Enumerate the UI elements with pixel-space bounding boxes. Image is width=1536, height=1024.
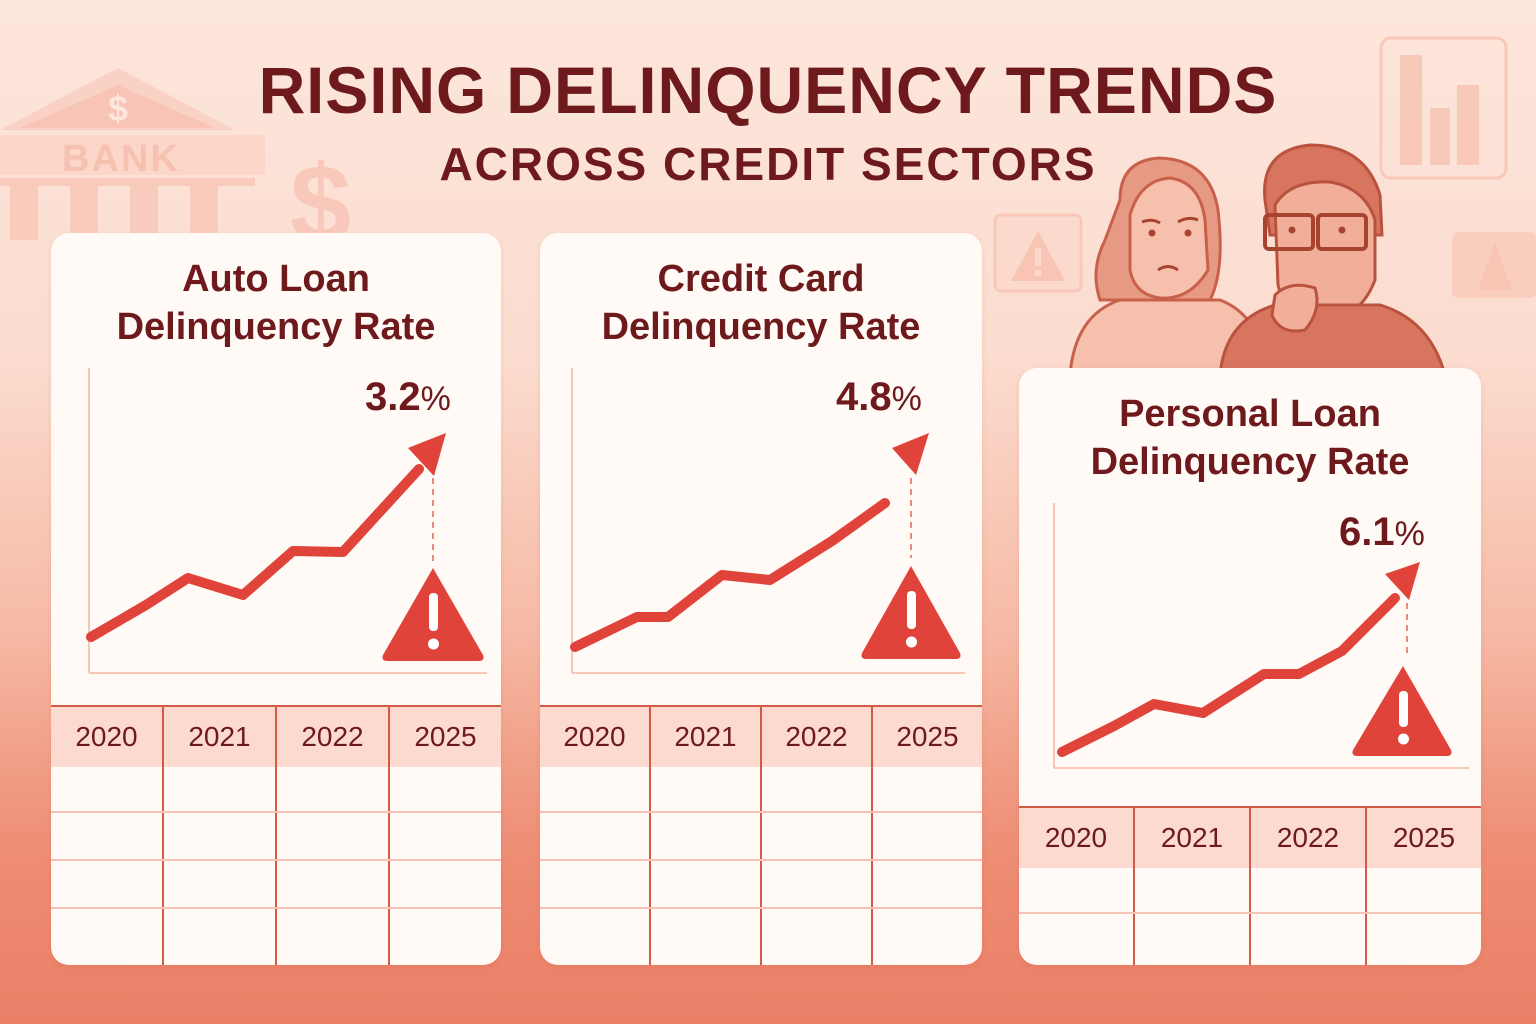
- table-row: [51, 811, 501, 859]
- arrow-head-icon: [892, 433, 929, 475]
- rate-value: 6.1%: [1339, 510, 1425, 555]
- rate-value: 3.2%: [365, 375, 451, 420]
- bank-label: BANK: [62, 138, 180, 180]
- year-header: 2021: [1135, 808, 1251, 868]
- warning-icon: [382, 568, 484, 661]
- card-title-line2: Delinquency Rate: [601, 306, 921, 348]
- card-title-line2: Delinquency Rate: [116, 306, 436, 348]
- table-header: 2020 2021 2022 2025: [540, 707, 982, 767]
- table-row: [540, 859, 982, 907]
- table-row: [51, 767, 501, 811]
- year-header: 2020: [51, 707, 164, 767]
- table-row: [1019, 868, 1481, 912]
- auto-loan-card: Auto Loan Delinquency Rate 3.2% 2020 202…: [51, 233, 501, 965]
- year-header: 2025: [414, 721, 477, 752]
- personal-loan-card: Personal Loan Delinquency Rate 6.1% 2020…: [1019, 368, 1481, 965]
- card-title-line1: Credit Card: [657, 258, 865, 300]
- rate-unit: %: [420, 380, 451, 418]
- credit-card-card: Credit Card Delinquency Rate 4.8% 2020 2…: [540, 233, 982, 965]
- trend-line: [570, 498, 890, 652]
- year-table: 2020 2021 2022 2025: [1019, 806, 1481, 965]
- year-header: 2022: [1251, 808, 1367, 868]
- year-header: 2021: [651, 707, 762, 767]
- bank-dollar-symbol: $: [108, 88, 129, 129]
- table-row: [540, 907, 982, 965]
- table-row: [540, 811, 982, 859]
- line-chart: [1053, 503, 1469, 769]
- card-title: Credit Card Delinquency Rate: [540, 255, 982, 351]
- table-header: 2020 2021 2022 2025: [51, 707, 501, 767]
- warning-sign-bg-icon: [993, 213, 1083, 293]
- line-chart: [570, 368, 965, 674]
- warning-icon: [861, 566, 961, 659]
- year-header: 2021: [164, 707, 277, 767]
- worried-people-illustration: [1068, 143, 1447, 375]
- rate-unit: %: [1394, 515, 1425, 553]
- bank-building-icon: [0, 68, 265, 240]
- table-row: [540, 767, 982, 811]
- table-row: [1019, 912, 1481, 965]
- year-table: 2020 2021 2022 2025: [51, 705, 501, 965]
- year-header: 2022: [762, 707, 873, 767]
- year-header: 2025: [1392, 822, 1456, 853]
- line-chart: [86, 368, 487, 674]
- warning-sign-bg-icon-right: [1452, 232, 1536, 298]
- arrow-head-icon: [408, 433, 446, 476]
- year-header: 2025: [896, 721, 959, 752]
- card-title: Personal Loan Delinquency Rate: [1019, 390, 1481, 486]
- trend-line: [86, 464, 424, 642]
- card-title: Auto Loan Delinquency Rate: [51, 255, 501, 351]
- trend-line: [1057, 593, 1400, 757]
- year-header: 2020: [540, 707, 651, 767]
- card-title-line1: Personal Loan: [1119, 393, 1381, 435]
- year-header: 2020: [1019, 808, 1135, 868]
- arrow-head-icon: [1385, 562, 1420, 600]
- bar-chart-icon: [1379, 36, 1508, 180]
- rate-number: 3.2: [365, 375, 421, 419]
- page-title: RISING DELINQUENCY TRENDS: [258, 53, 1278, 127]
- table-header: 2020 2021 2022 2025: [1019, 808, 1481, 868]
- rate-number: 6.1: [1339, 510, 1395, 554]
- rate-unit: %: [891, 380, 922, 418]
- rate-value: 4.8%: [836, 375, 922, 420]
- year-table: 2020 2021 2022 2025: [540, 705, 982, 965]
- card-title-line1: Auto Loan: [182, 258, 370, 300]
- warning-icon: [1352, 666, 1452, 756]
- year-header: 2022: [277, 707, 390, 767]
- table-row: [51, 907, 501, 965]
- table-row: [51, 859, 501, 907]
- rate-number: 4.8: [836, 375, 892, 419]
- card-title-line2: Delinquency Rate: [1090, 441, 1410, 483]
- page-subtitle: ACROSS CREDIT SECTORS: [439, 138, 1097, 190]
